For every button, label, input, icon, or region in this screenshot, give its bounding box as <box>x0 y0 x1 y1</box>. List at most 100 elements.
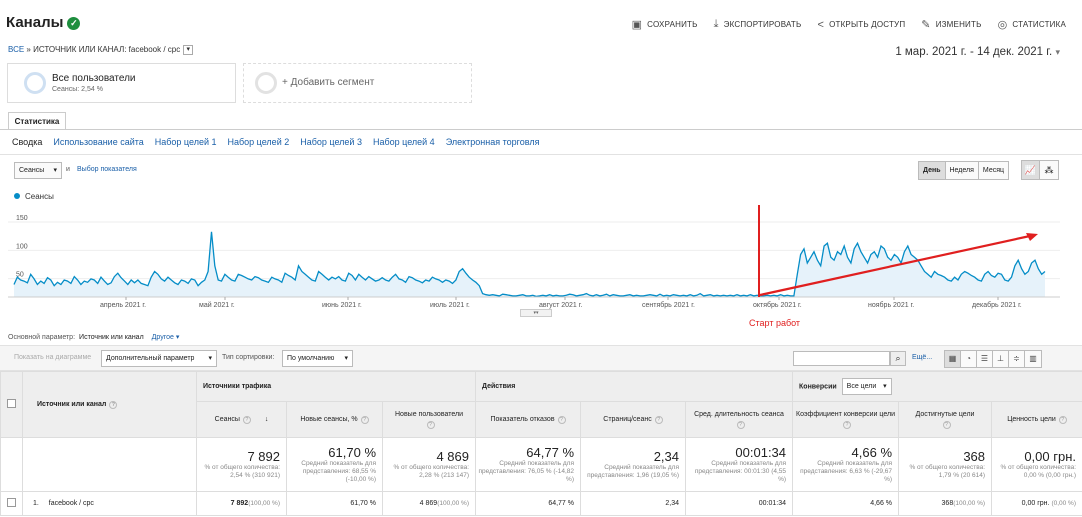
select-metric-link[interactable]: Выбор показателя <box>77 166 137 173</box>
total-cell: 00:01:34 Средний показатель для представл… <box>684 437 794 492</box>
chart-resize-handle[interactable]: ▾▾ <box>520 309 552 317</box>
help-icon: ? <box>942 420 951 429</box>
help-icon: ? <box>736 420 745 429</box>
date-range-picker[interactable]: 1 мар. 2021 г. - 14 дек. 2021 г. ▾ <box>895 46 1060 58</box>
page-title: Каналы ✓ <box>6 14 81 31</box>
divider <box>0 154 1082 155</box>
group-header-behavior: Действия <box>474 371 794 402</box>
subtab-ecommerce[interactable]: Электронная торговля <box>445 137 540 147</box>
x-tick-label: июнь 2021 г. <box>322 302 362 309</box>
segment-all-users[interactable]: Все пользователи Сеансы: 2,54 % <box>7 63 236 103</box>
col-bounce-rate[interactable]: Показатель отказов? <box>475 401 581 438</box>
subtab-goal-set-1[interactable]: Набор целей 1 <box>154 137 217 147</box>
pie-view-icon[interactable]: ◔ <box>961 351 977 367</box>
period-month[interactable]: Месяц <box>978 162 1009 179</box>
x-tick-label: август 2021 г. <box>539 302 582 309</box>
trend-arrow-line <box>759 234 1031 297</box>
chevron-down-icon: ▾ <box>53 167 57 174</box>
period-day[interactable]: День <box>919 162 946 179</box>
col-goal-value[interactable]: Ценность цели? <box>991 401 1082 438</box>
total-cell: 61,70 % Средний показатель для представле… <box>286 437 383 492</box>
advanced-filter-link[interactable]: Ещё... <box>912 354 933 361</box>
x-tick-label: декабрь 2021 г. <box>972 301 1022 309</box>
performance-view-icon[interactable]: ☰ <box>977 351 993 367</box>
chevron-down-icon[interactable]: ▾ <box>183 45 194 55</box>
period-week[interactable]: Неделя <box>945 162 979 179</box>
sort-arrow-icon: ↓ <box>264 415 269 423</box>
plot-rows-button[interactable]: Показать на диаграмме <box>14 354 92 361</box>
insights-button[interactable]: ◎ СТАТИСТИКА <box>997 19 1066 31</box>
total-cell: 4,66 % Средний показатель для представлен… <box>792 437 900 492</box>
y-tick-label: 100 <box>16 243 28 250</box>
chart-type-toggle: 📈 ⁂ <box>1021 160 1059 180</box>
metric-select[interactable]: Сеансы ▾ <box>14 162 62 179</box>
chart-legend: Сеансы <box>14 192 54 201</box>
col-conversion-rate[interactable]: Коэффициент конверсии цели? <box>792 401 900 438</box>
verified-check-icon: ✓ <box>67 17 81 30</box>
table-view-toggle: ▦ ◔ ☰ ⊥ ≑ ▥ <box>944 350 1042 368</box>
series-line-sessions <box>13 231 1046 298</box>
export-button[interactable]: ⤓ ЭКСПОРТИРОВАТЬ <box>713 18 802 30</box>
sort-type-select[interactable]: По умолчанию ▾ <box>282 350 353 367</box>
x-tick-label: май 2021 г. <box>199 301 235 309</box>
add-segment[interactable]: + Добавить сегмент <box>243 63 472 103</box>
col-new-sessions[interactable]: Новые сеансы, %? <box>286 401 383 438</box>
line-chart-icon[interactable]: 📈 <box>1022 161 1040 179</box>
share-button[interactable]: < ОТКРЫТЬ ДОСТУП <box>817 18 906 31</box>
subtab-goal-set-3[interactable]: Набор целей 3 <box>300 137 362 147</box>
total-cell: 4 869% от общего количества: 2,28 % (213… <box>382 437 476 492</box>
row-checkbox[interactable] <box>7 498 16 507</box>
sessions-chart: 150 100 50 апрель 2021 г. май 2021 г. июнь 20… <box>8 205 1060 309</box>
other-dimension-link[interactable]: Другое <box>151 334 174 341</box>
help-icon: ? <box>360 415 369 424</box>
data-table: Источник или канал? Источники трафика Де… <box>0 371 1082 516</box>
col-pages-per-session[interactable]: Страниц/сеанс? <box>580 401 686 438</box>
pivot-view-icon[interactable]: ▥ <box>1025 351 1041 367</box>
row-link-facebook-cpc[interactable]: facebook / cpc <box>48 500 94 507</box>
help-icon: ? <box>242 415 251 424</box>
y-tick-label: 50 <box>16 272 24 279</box>
secondary-dimension-select[interactable]: Дополнительный параметр ▾ <box>101 350 217 367</box>
subtab-summary[interactable]: Сводка <box>12 137 43 147</box>
select-all-checkbox[interactable] <box>7 399 16 408</box>
group-header-acquisition: Источники трафика <box>196 371 476 402</box>
divider <box>0 129 1082 130</box>
comparison-view-icon[interactable]: ⊥ <box>993 351 1009 367</box>
save-button[interactable]: ▣ СОХРАНИТЬ <box>631 19 698 31</box>
subtab-goal-set-4[interactable]: Набор целей 4 <box>372 137 435 147</box>
report-toolbar: ▣ СОХРАНИТЬ ⤓ ЭКСПОРТИРОВАТЬ < ОТКРЫТЬ ДОСТ… <box>632 18 1066 31</box>
motion-chart-icon[interactable]: ⁂ <box>1040 161 1058 179</box>
y-tick-label: 150 <box>16 215 28 222</box>
col-goal-completions[interactable]: Достигнутые цели? <box>898 401 993 438</box>
chart-annotation: Старт работ <box>749 318 801 328</box>
col-sessions[interactable]: Сеансы? ↓ <box>196 401 287 438</box>
col-new-users[interactable]: Новые пользователи? <box>382 401 476 438</box>
search-icon[interactable]: ⌕ <box>890 351 906 366</box>
tab-statistics[interactable]: Статистика <box>8 112 66 130</box>
total-cell: 7 892% от общего количества: 2,54 % (310… <box>196 437 287 492</box>
help-icon: ? <box>843 420 852 429</box>
edit-button[interactable]: ✎ ИЗМЕНИТЬ <box>921 19 982 31</box>
col-avg-duration[interactable]: Сред. длительность сеанса? <box>684 401 794 438</box>
term-cloud-icon[interactable]: ≑ <box>1009 351 1025 367</box>
group-header-conversions: Конверсии Все цели ▾ <box>792 371 1082 402</box>
dimension-header[interactable]: Источник или канал? <box>22 371 197 438</box>
pencil-icon: ✎ <box>921 19 931 31</box>
help-icon: ? <box>109 400 118 409</box>
table-search-input[interactable] <box>793 351 890 366</box>
sub-tabs: Сводка Использование сайта Набор целей 1… <box>12 137 539 147</box>
chevron-down-icon: ▾ <box>344 355 348 362</box>
total-cell: 368% от общего количества: 1,79 % (20 61… <box>898 437 993 492</box>
x-tick-label: ноябрь 2021 г. <box>868 301 914 309</box>
legend-dot <box>14 193 20 199</box>
subtab-site-usage[interactable]: Использование сайта <box>53 137 144 147</box>
breadcrumb-all[interactable]: ВСЕ <box>8 45 25 55</box>
total-cell: 0,00 грн.% от общего количества: 0,00 % … <box>991 437 1082 492</box>
goal-select[interactable]: Все цели ▾ <box>841 378 892 395</box>
trend-arrow-head <box>1026 233 1038 241</box>
grid-view-icon[interactable]: ▦ <box>945 351 961 367</box>
series-area <box>14 231 1045 297</box>
x-tick-label: апрель 2021 г. <box>100 302 146 309</box>
save-icon: ▣ <box>631 19 643 31</box>
subtab-goal-set-2[interactable]: Набор целей 2 <box>227 137 290 147</box>
